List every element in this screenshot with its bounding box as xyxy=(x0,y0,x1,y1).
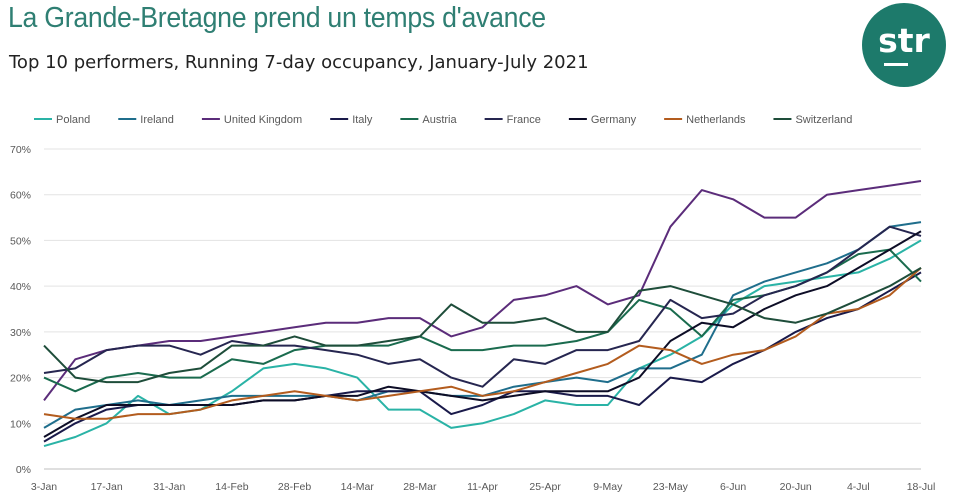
y-tick-label: 70% xyxy=(10,144,31,156)
legend-label: France xyxy=(507,114,541,126)
legend-label: Italy xyxy=(352,114,373,126)
chart-gridlines xyxy=(44,148,921,470)
x-tick-label: 3-Jan xyxy=(31,481,57,493)
x-tick-label: 31-Jan xyxy=(153,481,185,493)
series-line-france xyxy=(43,225,922,388)
x-tick-label: 14-Mar xyxy=(341,481,375,493)
series-line-netherlands xyxy=(43,267,922,420)
y-tick-label: 50% xyxy=(10,235,31,247)
x-tick-label: 18-Jul xyxy=(907,481,936,493)
x-tick-label: 14-Feb xyxy=(215,481,248,493)
page-subtitle: Top 10 performers, Running 7-day occupan… xyxy=(9,52,589,73)
logo-text: str xyxy=(878,21,930,60)
logo-underline xyxy=(884,63,908,66)
line-chart: Poland Ireland United Kingdom Italy Austria F… xyxy=(10,114,935,493)
x-tick-label: 6-Jun xyxy=(720,481,746,493)
y-axis-ticks: 0% 10% 20% 30% 40% 50% 60% 70% xyxy=(10,144,31,476)
legend-label: Germany xyxy=(591,114,637,126)
y-tick-label: 20% xyxy=(10,373,31,385)
x-tick-label: 4-Jul xyxy=(847,481,870,493)
series-line-poland xyxy=(43,239,922,448)
x-tick-label: 23-May xyxy=(653,481,689,493)
series-line-austria xyxy=(43,248,922,393)
series-line-switzerland xyxy=(43,267,922,384)
y-tick-label: 40% xyxy=(10,281,31,293)
legend-label: Austria xyxy=(422,114,457,126)
series-line-ireland xyxy=(43,221,922,429)
legend-label: United Kingdom xyxy=(224,114,302,126)
x-tick-label: 20-Jun xyxy=(780,481,812,493)
str-logo: str xyxy=(862,3,946,87)
series-line-united-kingdom xyxy=(43,180,922,402)
x-tick-label: 25-Apr xyxy=(529,481,561,493)
legend-label: Poland xyxy=(56,114,90,126)
x-tick-label: 28-Feb xyxy=(278,481,311,493)
y-tick-label: 10% xyxy=(10,418,31,430)
legend-label: Netherlands xyxy=(686,114,746,126)
x-axis-ticks: 3-Jan 17-Jan 31-Jan 14-Feb 28-Feb 14-Mar 28-Ma… xyxy=(31,481,935,493)
x-tick-label: 11-Apr xyxy=(467,481,498,493)
x-tick-label: 9-May xyxy=(593,481,623,493)
y-tick-label: 60% xyxy=(10,190,31,202)
page-title: La Grande-Bretagne prend un temps d'avan… xyxy=(8,2,546,34)
x-tick-label: 17-Jan xyxy=(91,481,123,493)
chart-series xyxy=(43,180,922,448)
chart-legend: Poland Ireland United Kingdom Italy Austria F… xyxy=(34,114,852,126)
series-line-germany xyxy=(43,230,922,438)
x-tick-label: 28-Mar xyxy=(403,481,437,493)
legend-label: Switzerland xyxy=(795,114,852,126)
y-tick-label: 30% xyxy=(10,327,31,339)
legend-label: Ireland xyxy=(140,114,174,126)
y-tick-label: 0% xyxy=(16,464,31,476)
